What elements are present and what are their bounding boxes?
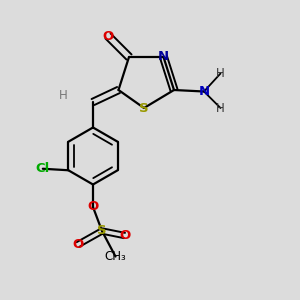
Text: O: O	[72, 238, 84, 251]
Text: N: N	[158, 50, 169, 64]
Text: O: O	[87, 200, 99, 214]
Text: O: O	[119, 229, 130, 242]
Text: S: S	[139, 101, 149, 115]
Text: CH₃: CH₃	[105, 250, 126, 263]
Text: O: O	[102, 29, 114, 43]
Text: H: H	[216, 67, 225, 80]
Text: H: H	[216, 101, 225, 115]
Text: N: N	[198, 85, 210, 98]
Text: S: S	[97, 224, 107, 238]
Text: Cl: Cl	[36, 162, 50, 175]
Text: H: H	[58, 89, 68, 103]
